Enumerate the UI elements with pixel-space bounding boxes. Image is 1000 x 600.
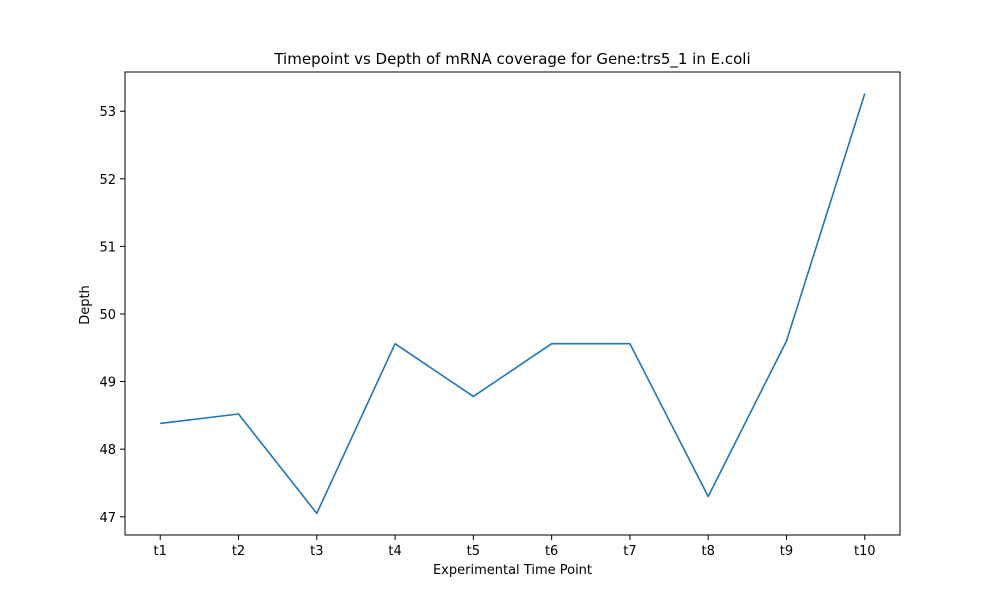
y-tick-label: 51	[99, 240, 116, 255]
plot-frame	[124, 71, 901, 536]
y-tick-label: 50	[99, 308, 116, 323]
x-tick-label: t2	[232, 544, 245, 559]
y-axis-label: Depth	[78, 285, 93, 325]
x-tick-label: t1	[154, 544, 167, 559]
y-tick-label: 48	[99, 443, 116, 458]
plot-area	[160, 93, 866, 515]
x-tick-label: t9	[780, 544, 793, 559]
x-tick-label: t5	[467, 544, 480, 559]
y-tick-label: 53	[99, 105, 116, 120]
y-tick-label: 47	[99, 511, 116, 526]
y-tick-label: 52	[99, 173, 116, 188]
x-tick-label: t6	[545, 544, 558, 559]
x-axis: t1 t2 t3 t4 t5 t6 t7 t8 t9 t10	[154, 535, 876, 559]
y-axis: 47 48 49 50 51 52 53	[99, 105, 125, 526]
x-axis-label: Experimental Time Point	[433, 563, 592, 578]
y-tick-label: 49	[99, 376, 116, 391]
x-tick-label: t4	[388, 544, 401, 559]
x-tick-label: t8	[702, 544, 715, 559]
x-tick-label: t7	[623, 544, 636, 559]
series-line	[160, 93, 866, 515]
x-tick-label: t3	[310, 544, 323, 559]
chart-title: Timepoint vs Depth of mRNA coverage for …	[273, 50, 750, 69]
x-tick-label: t10	[854, 544, 876, 559]
